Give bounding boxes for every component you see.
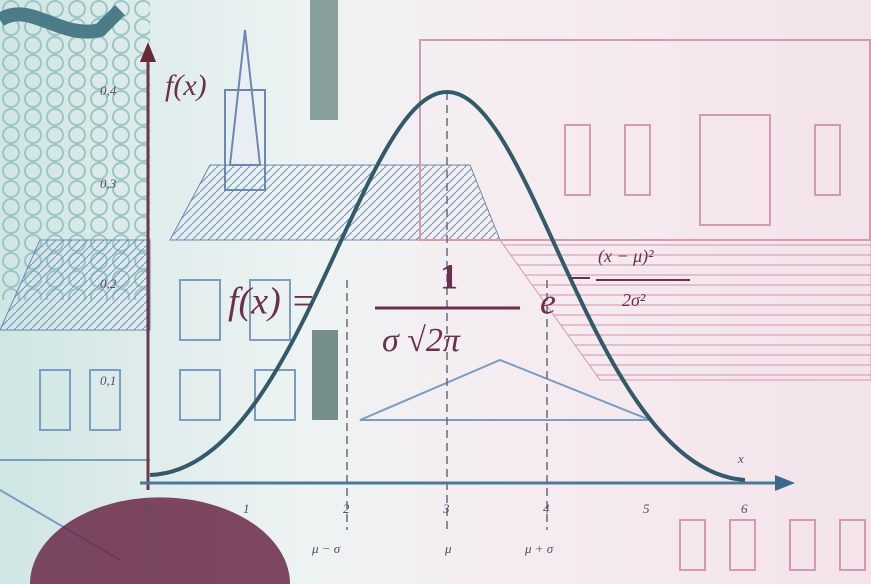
x-tick-label: 2 (343, 501, 350, 516)
marker-label: μ − σ (311, 541, 341, 556)
y-tick-label: 0,2 (100, 276, 117, 291)
x-axis-label: x (737, 451, 744, 466)
x-tick-label: 4 (543, 501, 550, 516)
y-axis-arrow (140, 42, 156, 62)
y-tick-label: 0,4 (100, 83, 117, 98)
bell-curve (149, 89, 746, 482)
marker-label: μ (444, 541, 452, 556)
formula-exponent-denominator: 2σ² (622, 290, 646, 310)
formula-base: e (540, 281, 556, 321)
formula: f(x) = 1 σ √2π e (x − μ)² 2σ² (228, 246, 690, 359)
x-tick-label: 3 (442, 501, 450, 516)
sigma-lines (346, 92, 548, 530)
y-tick-label: 0,1 (100, 373, 116, 388)
x-tick-label: 6 (741, 501, 748, 516)
x-tick-label: 0 (144, 501, 151, 516)
formula-denominator: σ √2π (382, 322, 461, 359)
y-axis-label: f(x) (165, 69, 207, 102)
x-tick-label: 1 (243, 501, 250, 516)
marker-label: μ + σ (524, 541, 554, 556)
x-tick-label: 5 (643, 501, 650, 516)
y-tick-label: 0,3 (100, 176, 117, 191)
formula-numerator: 1 (440, 256, 458, 296)
formula-lhs: f(x) = (228, 281, 316, 323)
graph: 0,4 f(x) 0,3 0,2 0,1 x 0 1 2 3 4 5 6 μ −… (100, 42, 795, 556)
x-axis-arrow (775, 475, 795, 491)
formula-exponent-numerator: (x − μ)² (598, 246, 654, 267)
